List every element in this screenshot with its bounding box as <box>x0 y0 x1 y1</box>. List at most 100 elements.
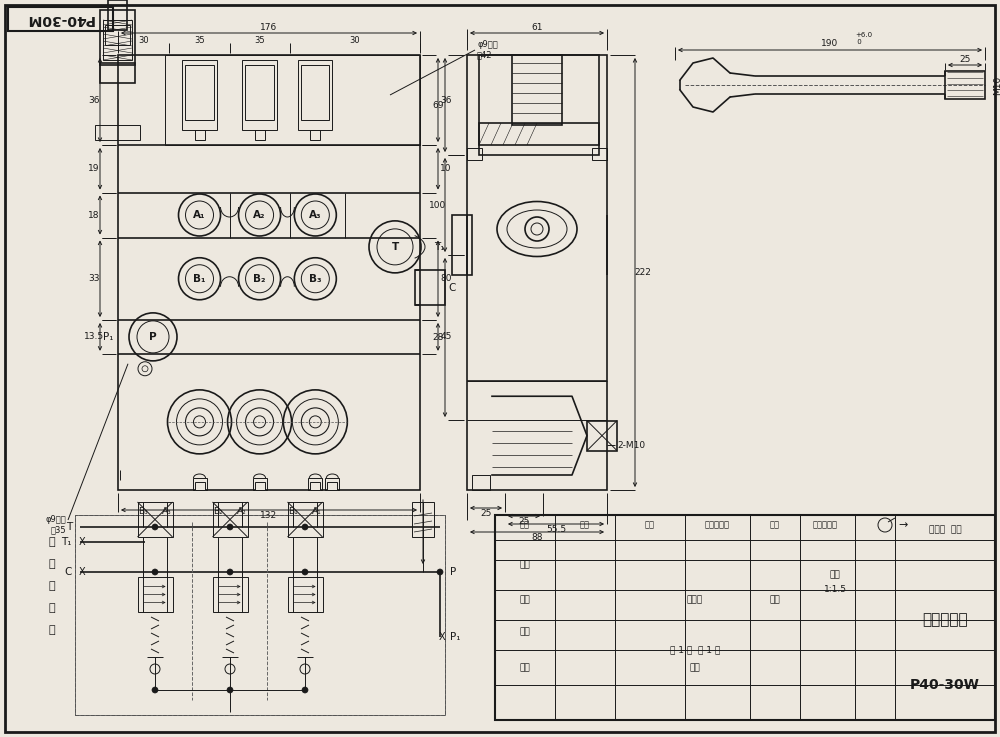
Bar <box>242 60 277 130</box>
Bar <box>512 55 562 125</box>
Text: φ9通孔
高35: φ9通孔 高35 <box>45 515 66 535</box>
Text: P: P <box>149 332 157 342</box>
Bar <box>103 20 132 60</box>
Bar <box>245 65 274 120</box>
Text: T₁: T₁ <box>62 537 72 547</box>
Circle shape <box>227 524 233 530</box>
Bar <box>195 482 205 490</box>
Text: 18: 18 <box>88 211 100 220</box>
Bar <box>138 577 173 612</box>
Circle shape <box>227 687 233 693</box>
Text: 45: 45 <box>440 332 452 341</box>
Text: 工艺: 工艺 <box>520 663 530 672</box>
Text: 35: 35 <box>254 35 265 44</box>
Bar <box>193 478 207 490</box>
Text: X: X <box>79 537 85 547</box>
Bar <box>288 502 322 537</box>
Text: 重量: 重量 <box>770 595 780 604</box>
Text: 25: 25 <box>480 509 492 517</box>
Text: 2-M10: 2-M10 <box>617 441 645 450</box>
Text: C: C <box>448 282 455 293</box>
Text: T₁: T₁ <box>434 242 444 252</box>
Bar <box>138 502 173 537</box>
Bar <box>195 130 205 140</box>
Text: 分区: 分区 <box>645 520 655 529</box>
Text: A₁: A₁ <box>193 210 206 220</box>
Text: +6.0
 0: +6.0 0 <box>855 32 872 44</box>
Text: 三联多路阀: 三联多路阀 <box>922 612 968 627</box>
Text: 批准: 批准 <box>690 663 700 672</box>
Text: 版本号  类型: 版本号 类型 <box>929 525 961 534</box>
Bar <box>118 55 420 490</box>
Circle shape <box>152 524 158 530</box>
Text: B₃: B₃ <box>138 508 148 517</box>
Text: 1:1.5: 1:1.5 <box>824 585 846 595</box>
Bar <box>255 130 265 140</box>
Text: A₁: A₁ <box>312 508 322 517</box>
Text: 签名: 签名 <box>770 520 780 529</box>
Bar <box>452 215 472 275</box>
Text: 28: 28 <box>432 333 444 342</box>
Bar <box>182 60 217 130</box>
Text: 理: 理 <box>49 603 55 613</box>
Bar <box>325 478 339 490</box>
Bar <box>95 125 140 140</box>
Bar <box>467 148 482 160</box>
Text: B₂: B₂ <box>253 273 266 284</box>
Bar <box>75 515 445 715</box>
Text: 更改文件号: 更改文件号 <box>704 520 730 529</box>
Text: 35: 35 <box>194 35 205 44</box>
Text: 原: 原 <box>49 581 55 591</box>
Text: 55.5: 55.5 <box>546 525 566 534</box>
Ellipse shape <box>507 210 567 248</box>
Bar <box>327 482 337 490</box>
Text: 压: 压 <box>49 559 55 569</box>
Text: 132: 132 <box>260 511 278 520</box>
Text: T: T <box>391 242 399 252</box>
Bar <box>479 123 599 145</box>
Bar <box>253 478 267 490</box>
Text: B₁: B₁ <box>288 508 298 517</box>
Text: T: T <box>66 522 72 532</box>
Text: 13.5: 13.5 <box>84 332 104 341</box>
Text: P40-30M: P40-30M <box>26 12 94 26</box>
Text: 公 1 张  第 1 张: 公 1 张 第 1 张 <box>670 646 720 654</box>
Text: B₃: B₃ <box>309 273 322 284</box>
Bar <box>301 65 329 120</box>
Text: 处数: 处数 <box>580 520 590 529</box>
Text: 176: 176 <box>260 23 278 32</box>
Text: 69: 69 <box>432 100 444 110</box>
Text: 图: 图 <box>49 625 55 635</box>
Text: →: → <box>898 520 907 530</box>
Text: A₃: A₃ <box>309 210 322 220</box>
Bar <box>479 55 599 155</box>
Text: P₁: P₁ <box>103 332 113 342</box>
Text: B₂: B₂ <box>213 508 223 517</box>
Bar <box>212 502 248 537</box>
Bar <box>185 65 214 120</box>
Bar <box>100 63 135 83</box>
Bar <box>472 475 490 490</box>
Text: 标准化: 标准化 <box>687 595 703 604</box>
Text: 190: 190 <box>821 38 839 47</box>
Ellipse shape <box>497 201 577 256</box>
Bar <box>415 270 445 305</box>
Text: X: X <box>79 567 85 577</box>
Bar <box>495 515 995 720</box>
Bar <box>945 71 985 99</box>
Text: P: P <box>450 567 456 577</box>
Text: 222: 222 <box>635 268 651 277</box>
Text: 10: 10 <box>440 164 452 173</box>
Bar <box>105 25 130 45</box>
Text: 设计: 设计 <box>520 561 530 570</box>
Text: 80: 80 <box>440 274 452 283</box>
Circle shape <box>437 569 443 575</box>
Text: 25: 25 <box>959 55 971 63</box>
Circle shape <box>152 687 158 693</box>
Text: X: X <box>439 632 445 642</box>
Text: A₃: A₃ <box>162 508 172 517</box>
Circle shape <box>302 687 308 693</box>
Text: 19: 19 <box>88 164 100 173</box>
Circle shape <box>152 569 158 575</box>
Text: 比例: 比例 <box>830 570 840 579</box>
